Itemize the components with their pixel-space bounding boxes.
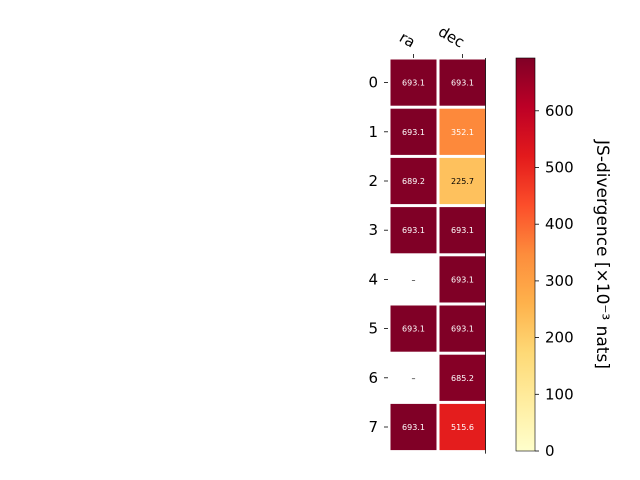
colorbar-tick-label-400: 400 bbox=[545, 215, 574, 233]
cell-label-dec-4: 693.1 bbox=[451, 275, 474, 284]
heatmap-cell-ra-0 bbox=[390, 59, 437, 106]
row-label-5: 5 bbox=[368, 320, 378, 338]
cell-label-dec-6: 685.2 bbox=[451, 374, 474, 383]
heatmap-cell-ra-2 bbox=[390, 157, 437, 205]
cell-label-dec-1: 352.1 bbox=[451, 128, 474, 137]
cell-label-dec-7: 515.6 bbox=[451, 423, 474, 432]
cell-label-dec-0: 693.1 bbox=[451, 79, 474, 88]
row-label-4: 4 bbox=[368, 270, 378, 288]
cell-label-ra-5: 693.1 bbox=[402, 325, 425, 334]
heatmap-cell-dec-3 bbox=[439, 207, 486, 254]
cell-label-dec-5: 693.1 bbox=[451, 325, 474, 334]
row-label-2: 2 bbox=[368, 172, 378, 190]
row-label-6: 6 bbox=[368, 369, 378, 387]
heatmap-cell-dec-0 bbox=[439, 59, 486, 106]
colorbar-tick-label-500: 500 bbox=[545, 158, 574, 176]
heatmap-cell-dec-7 bbox=[439, 403, 486, 451]
colorbar-tick-label-100: 100 bbox=[545, 385, 574, 403]
heatmap-cell-ra-7 bbox=[390, 403, 437, 451]
cell-label-ra-6: – bbox=[412, 374, 416, 383]
colorbar-gradient bbox=[515, 57, 536, 452]
heatmap-cell-dec-5 bbox=[439, 305, 486, 352]
row-label-7: 7 bbox=[368, 418, 378, 436]
column-label-ra: ra bbox=[396, 28, 418, 51]
cell-label-ra-1: 693.1 bbox=[402, 128, 425, 137]
cell-label-ra-0: 693.1 bbox=[402, 79, 425, 88]
heatmap-cell-dec-1 bbox=[439, 108, 486, 155]
cell-label-dec-2: 225.7 bbox=[451, 177, 474, 186]
heatmap-cell-ra-3 bbox=[390, 207, 437, 254]
colorbar-tick-label-300: 300 bbox=[545, 272, 574, 290]
heatmap-cell-dec-2 bbox=[439, 157, 486, 205]
cell-label-ra-7: 693.1 bbox=[402, 423, 425, 432]
cell-label-dec-3: 693.1 bbox=[451, 226, 474, 235]
heatmap-cell-dec-6 bbox=[439, 354, 486, 401]
row-label-3: 3 bbox=[368, 221, 378, 239]
colorbar-tick-label-0: 0 bbox=[545, 442, 555, 460]
row-label-0: 0 bbox=[368, 74, 378, 92]
row-label-1: 1 bbox=[368, 123, 378, 141]
heatmap-cell-ra-5 bbox=[390, 305, 437, 352]
colorbar-tick-label-600: 600 bbox=[545, 102, 574, 120]
colorbar-label: JS-divergence [×10⁻³ nats] bbox=[592, 139, 612, 369]
heatmap-cell-ra-1 bbox=[390, 108, 437, 155]
cell-label-ra-3: 693.1 bbox=[402, 226, 425, 235]
column-label-dec: dec bbox=[435, 22, 467, 51]
heatmap-cell-dec-4 bbox=[439, 256, 486, 303]
colorbar: 0 100 200 300 400 500 600 JS-divergence [×10⁻³ … bbox=[515, 57, 612, 460]
heatmap-grid: 693.1 693.1 693.1 352.1 689.2 225.7 693.1 693.1… bbox=[390, 59, 486, 451]
colorbar-tick-label-200: 200 bbox=[545, 329, 574, 347]
cell-label-ra-2: 689.2 bbox=[402, 177, 425, 186]
cell-label-ra-4: – bbox=[412, 275, 416, 284]
